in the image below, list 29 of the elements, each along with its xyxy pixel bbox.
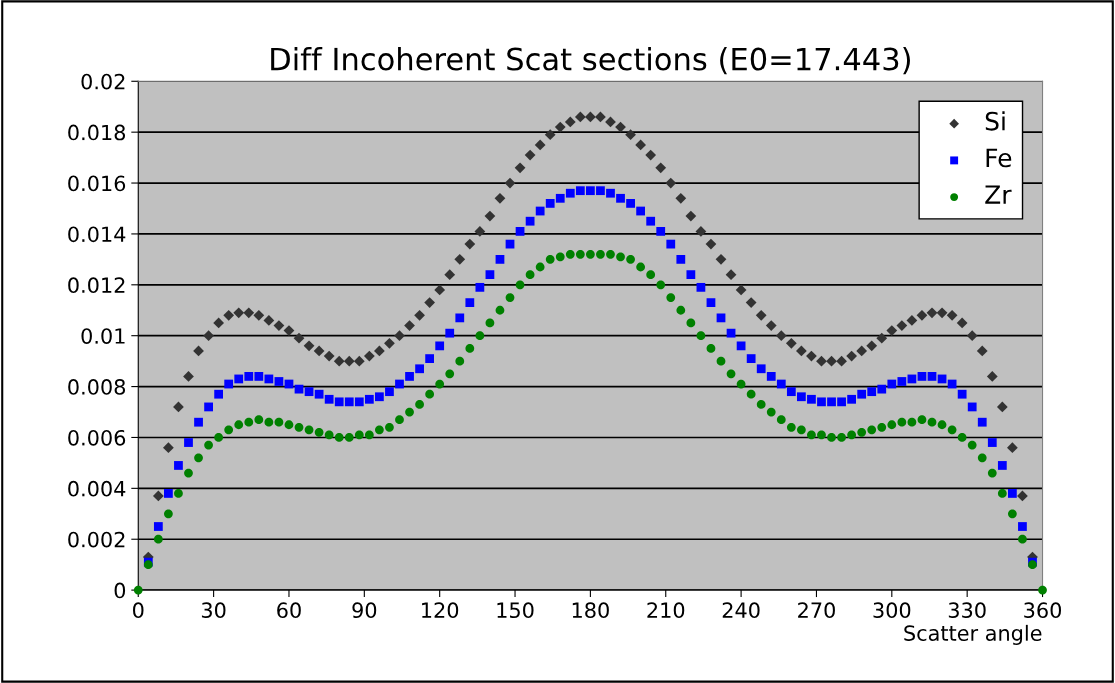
y-tick-label: 0.02	[81, 73, 125, 90]
y-tick-label: 0.018	[68, 124, 126, 141]
chart-title: Diff Incoherent Scat sections (E0=17.443)	[271, 46, 910, 75]
legend-label: Si	[985, 111, 1005, 131]
legend-label: Zr	[985, 185, 1012, 204]
x-tick-label: 180	[572, 602, 609, 619]
y-tick-label: 0.016	[68, 175, 126, 192]
x-tick-label: 90	[352, 602, 377, 619]
y-tick-label: 0.012	[68, 277, 125, 294]
x-tick-label: 360	[1024, 602, 1062, 619]
y-tick-label: 0	[114, 582, 126, 599]
x-tick-label: 210	[647, 602, 685, 619]
x-axis-title: Scatter angle	[904, 624, 1042, 646]
x-tick-label: 120	[422, 602, 459, 619]
x-tick-label: 270	[798, 602, 835, 619]
x-tick-label: 330	[948, 602, 986, 619]
legend-label: Fe	[986, 148, 1012, 168]
y-tick-label: 0.004	[68, 480, 126, 497]
x-tick-label: 300	[873, 602, 911, 619]
y-tick-label: 0.014	[68, 226, 126, 243]
y-tick-label: 0.006	[68, 429, 126, 446]
x-tick-label: 0	[133, 602, 144, 619]
x-tick-label: 30	[201, 602, 226, 619]
x-tick-label: 150	[497, 602, 534, 619]
y-tick-label: 0.008	[68, 379, 126, 395]
x-tick-label: 240	[722, 602, 760, 619]
y-tick-label: 0.002	[68, 531, 125, 548]
y-tick-label: 0.01	[81, 328, 125, 344]
x-tick-label: 60	[277, 602, 301, 619]
